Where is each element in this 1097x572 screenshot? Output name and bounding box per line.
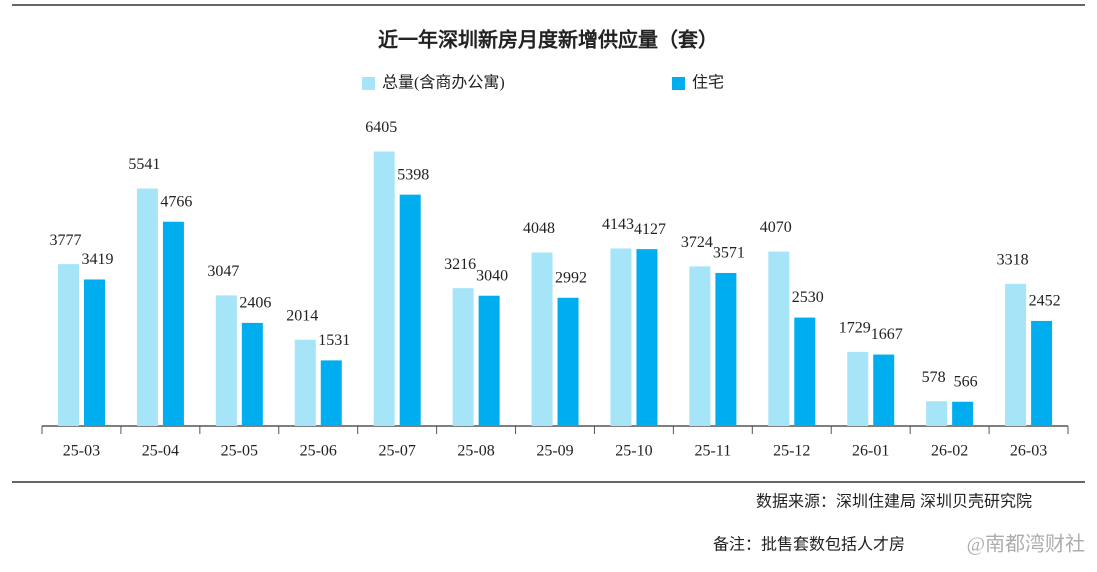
value-label: 3571 xyxy=(713,245,745,262)
x-tick-label: 25-12 xyxy=(773,443,810,460)
value-label: 1729 xyxy=(839,320,871,337)
bar xyxy=(215,295,237,426)
bar xyxy=(162,221,184,426)
watermark: @南都湾财社 xyxy=(967,533,1085,556)
bar xyxy=(373,151,395,426)
value-label: 5398 xyxy=(397,166,429,183)
bar xyxy=(768,251,790,426)
value-label: 4766 xyxy=(160,193,192,210)
bar xyxy=(794,317,816,426)
value-label: 3040 xyxy=(476,267,508,284)
bar xyxy=(952,401,974,426)
value-label: 4070 xyxy=(760,219,792,236)
bar xyxy=(557,297,579,426)
bar xyxy=(636,249,658,426)
value-label: 2452 xyxy=(1029,293,1061,310)
bar xyxy=(136,188,158,426)
legend-label: 住宅 xyxy=(692,74,724,92)
bar xyxy=(478,295,500,426)
x-tick-label: 25-06 xyxy=(300,443,337,460)
legend-label: 总量(含商办公寓) xyxy=(382,74,505,92)
value-label: 566 xyxy=(954,373,978,390)
value-label: 4143 xyxy=(602,216,634,233)
bar xyxy=(873,354,895,426)
value-label: 578 xyxy=(922,369,946,386)
value-label: 2406 xyxy=(239,295,271,312)
value-label: 3724 xyxy=(681,234,713,251)
bar xyxy=(1005,283,1027,426)
bar xyxy=(241,322,263,426)
bar xyxy=(294,339,316,426)
bar xyxy=(320,360,342,426)
x-tick-label: 26-01 xyxy=(852,443,889,460)
bar xyxy=(452,288,474,426)
x-tick-label: 25-03 xyxy=(63,443,100,460)
bar xyxy=(531,252,553,426)
value-label: 2992 xyxy=(555,269,587,286)
bar xyxy=(926,401,948,426)
legend-swatch xyxy=(672,77,685,90)
value-label: 2530 xyxy=(792,289,824,306)
bar xyxy=(84,279,105,426)
value-label: 3777 xyxy=(50,232,82,249)
value-label: 3419 xyxy=(82,251,114,268)
x-tick-label: 25-04 xyxy=(142,443,179,460)
chart-title: 近一年深圳新房月度新增供应量（套） xyxy=(378,28,718,52)
legend-swatch xyxy=(362,77,375,90)
x-tick-label: 25-05 xyxy=(221,443,258,460)
bar xyxy=(689,266,711,426)
bar xyxy=(847,351,869,426)
x-tick-label: 25-11 xyxy=(694,443,731,460)
value-label: 1531 xyxy=(318,332,350,349)
value-label: 1667 xyxy=(871,326,903,343)
x-tick-label: 25-08 xyxy=(457,443,494,460)
value-label: 6405 xyxy=(365,119,397,136)
value-label: 4127 xyxy=(634,221,666,238)
note: 备注：批售套数包括人才房 xyxy=(713,536,905,554)
value-label: 3216 xyxy=(444,256,476,273)
x-tick-label: 25-07 xyxy=(378,443,415,460)
x-tick-label: 25-10 xyxy=(615,443,652,460)
bar xyxy=(399,194,421,426)
bar xyxy=(610,248,632,426)
bar xyxy=(1031,320,1053,426)
value-label: 4048 xyxy=(523,220,555,237)
source: 数据来源：深圳住建局 深圳贝壳研究院 xyxy=(756,493,1032,511)
value-label: 3318 xyxy=(997,251,1029,268)
bar xyxy=(58,264,79,426)
value-label: 5541 xyxy=(128,156,160,173)
x-tick-label: 25-09 xyxy=(536,443,573,460)
bar xyxy=(715,272,737,426)
x-tick-label: 26-02 xyxy=(931,443,968,460)
value-label: 2014 xyxy=(286,307,318,324)
x-tick-label: 26-03 xyxy=(1010,443,1047,460)
value-label: 3047 xyxy=(207,263,239,280)
